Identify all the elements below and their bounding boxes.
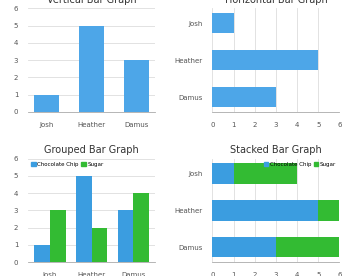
Bar — [34, 245, 50, 262]
Bar — [318, 200, 350, 221]
Bar — [212, 163, 233, 184]
Legend: Chocolate Chip, Sugar: Chocolate Chip, Sugar — [264, 161, 337, 168]
Legend: Chocolate Chip, Sugar: Chocolate Chip, Sugar — [31, 161, 104, 168]
Bar — [212, 237, 276, 258]
Title: Vertical Bar Graph: Vertical Bar Graph — [47, 0, 136, 5]
Title: Grouped Bar Graph: Grouped Bar Graph — [44, 145, 139, 155]
Bar — [212, 50, 318, 70]
Bar — [212, 13, 233, 33]
Bar — [133, 193, 149, 262]
Bar — [50, 210, 65, 262]
Bar — [125, 60, 149, 112]
Bar — [92, 228, 107, 262]
Bar — [34, 95, 59, 112]
Title: Horizontal Bar Graph: Horizontal Bar Graph — [225, 0, 327, 5]
Bar — [79, 26, 104, 112]
Bar — [76, 176, 92, 262]
Bar — [212, 200, 318, 221]
Bar — [233, 163, 297, 184]
Bar — [276, 237, 350, 258]
Title: Stacked Bar Graph: Stacked Bar Graph — [230, 145, 322, 155]
Bar — [118, 210, 133, 262]
Bar — [212, 87, 276, 107]
